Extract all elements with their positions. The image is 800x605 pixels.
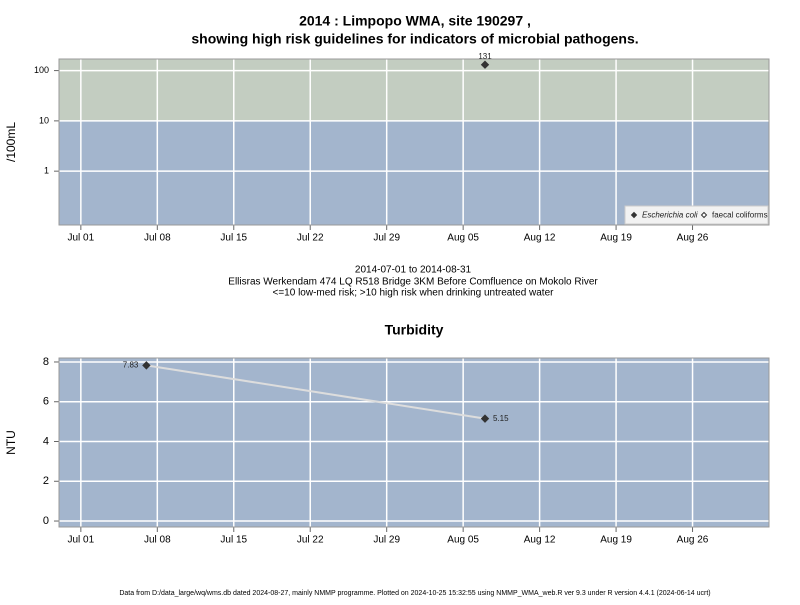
y-tick-label: 8: [43, 356, 49, 368]
x-tick-label: Jul 15: [220, 233, 247, 244]
high-risk-band: [59, 59, 769, 121]
plot-border: [58, 357, 770, 528]
y-axis-label: NTU: [4, 430, 18, 455]
data-label: 131: [478, 52, 492, 61]
x-tick-label: Jul 08: [144, 233, 171, 244]
x-tick-label: Jul 15: [220, 535, 247, 546]
data-label: 7.83: [123, 360, 139, 369]
x-tick-label: Aug 26: [677, 233, 709, 244]
legend-box: [624, 205, 769, 225]
chart-title: Turbidity: [385, 322, 444, 338]
legend-label: Escherichia coli: [642, 211, 698, 220]
y-tick-label: 6: [43, 396, 49, 408]
y-tick-label: 0: [43, 515, 49, 527]
x-tick-label: Jul 01: [68, 233, 95, 244]
y-axis-label: /100mL: [4, 122, 18, 162]
legend-marker: [630, 211, 638, 219]
x-tick-label: Aug 19: [600, 535, 632, 546]
x-tick-label: Jul 29: [373, 233, 400, 244]
data-label: 5.15: [493, 414, 509, 423]
x-tick-label: Jul 01: [68, 535, 95, 546]
y-tick-label: 4: [43, 435, 49, 447]
legend-marker: [700, 211, 708, 219]
data-point: [480, 60, 490, 69]
x-tick-label: Aug 12: [524, 233, 556, 244]
x-tick-label: Jul 22: [297, 535, 324, 546]
y-tick-label: 10: [39, 115, 49, 125]
series-line: [146, 364, 486, 420]
caption: <=10 low-med risk; >10 high risk when dr…: [273, 288, 555, 299]
x-tick-label: Jul 29: [373, 535, 400, 546]
y-tick-label: 2: [43, 475, 49, 487]
plot-border: [58, 58, 770, 226]
x-tick-label: Aug 26: [677, 535, 709, 546]
x-tick-label: Aug 19: [600, 233, 632, 244]
footer: Data from D:/data_large/wq/wms.db dated …: [119, 590, 710, 597]
caption: 2014-07-01 to 2014-08-31: [355, 265, 472, 276]
y-tick-label: 100: [34, 65, 49, 75]
x-tick-label: Jul 08: [144, 535, 171, 546]
x-tick-label: Aug 05: [447, 535, 479, 546]
plot-background: [59, 358, 769, 527]
x-tick-label: Aug 12: [524, 535, 556, 546]
title-line: showing high risk guidelines for indicat…: [191, 31, 638, 47]
data-point: [480, 414, 490, 423]
title-line: 2014 : Limpopo WMA, site 190297 ,: [299, 13, 531, 29]
y-tick-label: 1: [44, 166, 49, 176]
x-tick-label: Aug 05: [447, 233, 479, 244]
legend-label: faecal coliforms: [712, 211, 768, 220]
data-point: [142, 361, 151, 370]
caption: Ellisras Werkendam 474 LQ R518 Bridge 3K…: [228, 277, 598, 288]
x-tick-label: Jul 22: [297, 233, 324, 244]
